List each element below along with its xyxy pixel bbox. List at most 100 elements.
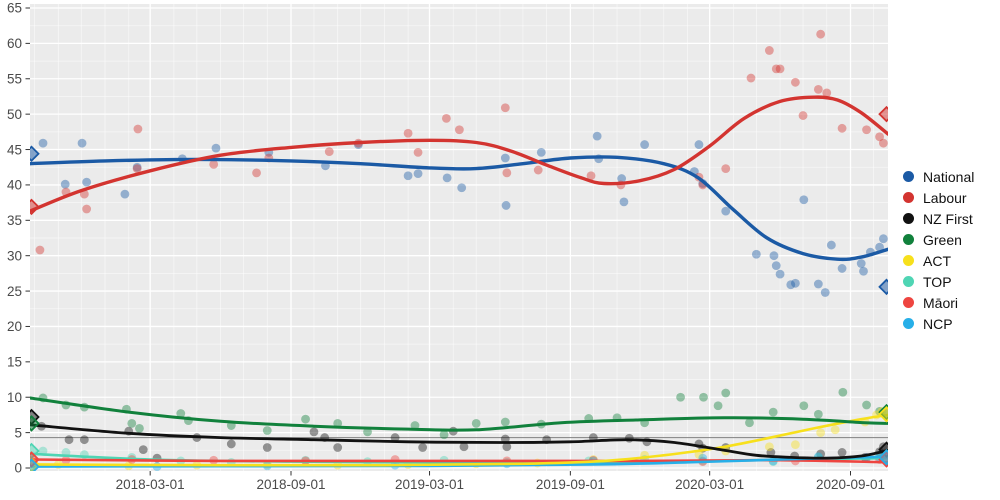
poll-point	[875, 242, 884, 252]
legend-item-act: ACT	[903, 250, 974, 271]
poll-point	[790, 77, 800, 87]
poll-point	[333, 443, 343, 452]
poll-point	[536, 147, 546, 157]
poll-point	[439, 430, 449, 440]
legend-dot-icon	[903, 297, 914, 308]
y-tick-label: 45	[7, 142, 22, 157]
poll-point	[676, 392, 685, 402]
poll-point	[764, 46, 774, 55]
poll-point	[790, 278, 800, 288]
poll-point	[120, 189, 130, 199]
x-tick-label: 2019-09-01	[536, 477, 605, 492]
poll-point	[856, 259, 866, 268]
poll-points-labour	[35, 29, 888, 255]
trend-line-green	[30, 396, 888, 432]
poll-point	[837, 123, 847, 133]
poll-point	[786, 280, 796, 290]
poll-point	[820, 288, 830, 297]
x-tick-label: 2020-09-01	[816, 477, 885, 492]
poll-point	[211, 143, 221, 153]
minor-gridlines	[30, 4, 888, 471]
poll-point	[418, 443, 428, 452]
poll-point	[262, 443, 272, 452]
poll-point	[82, 204, 92, 214]
legend-label: Green	[923, 231, 962, 248]
poll-point	[38, 138, 48, 148]
poll-point	[501, 201, 511, 210]
legend-label: Māori	[923, 294, 959, 311]
y-tick-label: 50	[7, 107, 22, 122]
legend-item-national: National	[903, 166, 974, 187]
major-gridlines	[30, 4, 888, 471]
poll-point	[226, 439, 236, 449]
election-2017-marker-green	[30, 415, 40, 432]
x-tick-label: 2020-03-01	[675, 477, 744, 492]
poll-point	[35, 245, 45, 255]
poll-point	[798, 111, 808, 120]
poll-point	[176, 409, 186, 418]
y-tick-label: 5	[14, 425, 22, 440]
poll-point	[403, 128, 413, 138]
poll-point	[768, 407, 778, 417]
y-tick-label: 35	[7, 213, 22, 228]
poll-point	[822, 88, 832, 98]
legend-dot-icon	[903, 255, 914, 266]
poll-point	[127, 419, 137, 428]
poll-point	[624, 433, 634, 443]
poll-point	[390, 433, 400, 442]
legend-label: NZ First	[923, 210, 973, 227]
poll-point	[799, 401, 809, 411]
poll-point	[721, 388, 731, 398]
poll-point	[301, 414, 310, 424]
poll-point	[838, 387, 848, 397]
poll-point	[413, 169, 423, 178]
poll-point	[403, 171, 413, 181]
poll-point	[879, 138, 888, 148]
poll-point	[454, 125, 464, 135]
poll-point	[799, 195, 809, 205]
election-2020-marker-act	[878, 405, 888, 423]
y-tick-label: 30	[7, 248, 22, 263]
election-2017-marker-labour	[30, 198, 40, 216]
poll-point	[135, 423, 144, 433]
poll-point	[816, 428, 826, 438]
poll-point	[790, 440, 800, 450]
legend-item-māori: Māori	[903, 292, 974, 313]
poll-point	[324, 147, 334, 157]
poll-point	[862, 125, 871, 135]
poll-point	[826, 240, 836, 250]
poll-point	[262, 426, 272, 435]
y-tick-label: 55	[7, 71, 22, 86]
poll-point	[79, 435, 89, 445]
poll-point	[502, 168, 512, 178]
x-tick-label: 2018-03-01	[116, 477, 185, 492]
poll-point	[500, 417, 510, 427]
y-tick-label: 40	[7, 178, 22, 193]
poll-point	[875, 132, 884, 142]
election-result-markers-layer	[30, 105, 888, 471]
poll-point	[132, 162, 142, 172]
poll-point	[640, 140, 650, 149]
poll-point	[64, 435, 74, 445]
y-tick-label: 60	[7, 36, 22, 51]
poll-point	[133, 124, 143, 134]
trend-lines-layer	[30, 95, 888, 468]
legend-dot-icon	[903, 318, 914, 329]
trend-line-nz-first	[30, 423, 888, 460]
y-tick-label: 10	[7, 390, 22, 405]
poll-point	[830, 425, 840, 435]
poll-point	[813, 409, 823, 419]
legend-dot-icon	[903, 192, 914, 203]
poll-point	[746, 73, 756, 83]
poll-point	[586, 171, 596, 181]
poll-point	[837, 448, 847, 457]
legend: National Labour NZ First Green ACT TOP Māori NC…	[903, 166, 974, 334]
legend-item-green: Green	[903, 229, 974, 250]
poll-point	[699, 392, 708, 402]
poll-point	[502, 442, 512, 452]
poll-point	[459, 442, 469, 452]
poll-point	[766, 448, 776, 457]
poll-point	[771, 64, 781, 74]
